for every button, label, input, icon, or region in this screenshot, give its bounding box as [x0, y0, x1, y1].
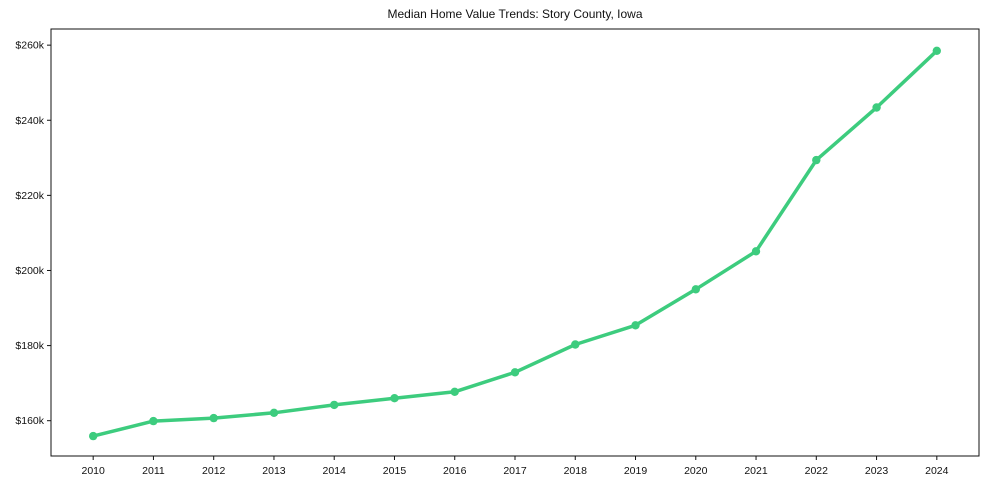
- x-tick-label: 2021: [744, 465, 768, 477]
- data-point: [450, 387, 459, 396]
- x-tick-label: 2018: [564, 465, 588, 477]
- x-tick-label: 2019: [624, 465, 648, 477]
- data-point: [932, 46, 941, 55]
- data-point: [571, 340, 580, 349]
- x-tick-label: 2015: [383, 465, 407, 477]
- y-tick-label: $220k: [15, 190, 44, 202]
- chart-title: Median Home Value Trends: Story County, …: [387, 7, 643, 21]
- data-point: [751, 247, 761, 256]
- data-point: [269, 408, 279, 417]
- y-tick-label: $160k: [15, 415, 44, 427]
- x-tick-label: 2013: [262, 465, 286, 477]
- x-tick-label: 2023: [865, 465, 889, 477]
- data-point: [89, 431, 98, 441]
- y-tick-label: $180k: [15, 340, 44, 352]
- x-tick-label: 2011: [142, 465, 165, 477]
- x-tick-label: 2012: [202, 465, 226, 477]
- data-point: [812, 155, 821, 165]
- y-tick-label: $240k: [15, 115, 44, 127]
- data-point: [691, 285, 700, 294]
- data-point: [631, 321, 640, 330]
- x-tick-label: 2024: [925, 465, 949, 477]
- data-point: [390, 394, 399, 403]
- data-point: [209, 413, 218, 423]
- x-tick-label: 2014: [323, 465, 347, 477]
- data-point: [330, 400, 339, 410]
- x-tick-label: 2022: [805, 465, 829, 477]
- x-tick-label: 2017: [503, 465, 527, 477]
- plot-border: [50, 28, 980, 457]
- data-point: [872, 103, 881, 112]
- data-line: [91, 49, 939, 438]
- x-tick-label: 2020: [684, 465, 708, 477]
- y-tick-label: $200k: [15, 265, 44, 277]
- x-tick-label: 2016: [443, 465, 467, 477]
- x-tick-label: 2010: [82, 465, 106, 477]
- data-point: [510, 368, 520, 377]
- data-point: [149, 416, 158, 426]
- y-tick-label: $260k: [15, 40, 44, 52]
